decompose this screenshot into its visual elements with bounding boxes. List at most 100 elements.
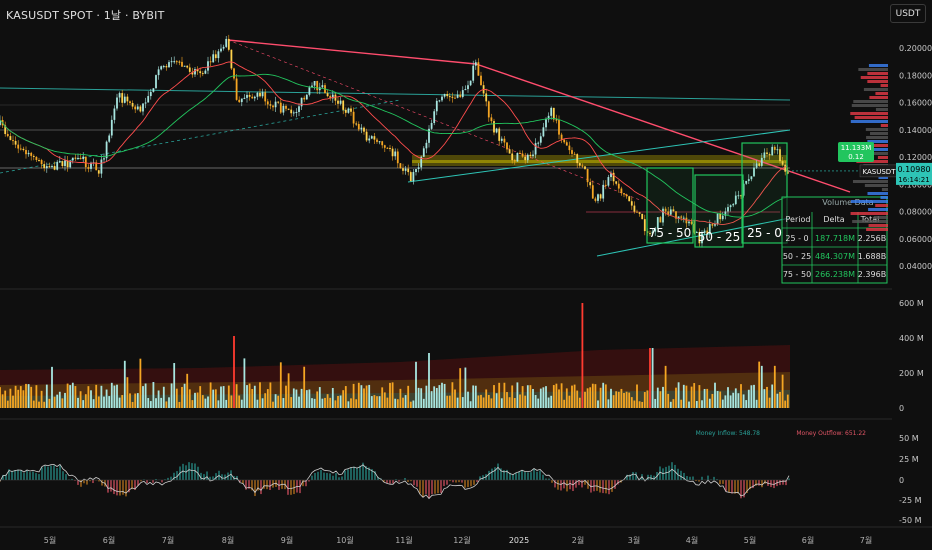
volume-bar [144,383,147,408]
volume-bar [308,389,311,408]
candle-body [355,123,358,125]
candle-body [547,115,550,120]
flow-bar [161,480,163,483]
candle-body [61,161,64,167]
candle-body [170,61,173,63]
candle-body [105,141,108,159]
volume-bar [680,399,683,408]
volume-bar [100,385,103,408]
candle-body [27,152,30,155]
candle-body [0,120,1,125]
candle-body [25,150,27,155]
flow-bar [674,464,676,480]
volume-bar [261,398,264,408]
flow-bar [431,480,433,495]
flow-bar [716,479,718,480]
volume-bar [22,390,25,408]
flow-bar [365,466,367,480]
candle-body [625,194,628,197]
volume-bar [760,365,763,408]
candle-body [308,87,311,95]
flow-bar [770,480,772,488]
volume-bar [555,383,558,408]
candle-body [181,61,183,67]
flow-bar [326,472,328,480]
money-outflow-label: Money Outflow: 651.22 [796,430,866,437]
flow-bar [746,480,748,494]
volume-bar [331,387,334,408]
flow-bar [566,480,568,492]
flow-bar [254,480,256,497]
candle-body [157,69,160,76]
candle-body [773,146,776,150]
volume-profile-bar [880,124,888,127]
volume-profile-bar [875,108,888,111]
candle-body [693,223,696,233]
volume-bar [495,393,498,408]
volume-bar [25,383,27,408]
flow-bar [446,480,448,485]
flow-bar [629,474,631,480]
volume-bar [669,401,672,408]
volume-bar [69,385,72,408]
volume-bar [51,366,53,408]
candle-body [451,96,454,98]
flow-tick-label: 50 M [899,434,919,443]
flow-bar [710,479,712,480]
candle-body [649,233,651,235]
candle-body [376,139,378,142]
volume-bar [402,397,404,408]
flow-bar [224,474,226,480]
candle-body [58,161,61,163]
volume-bar [246,385,248,408]
flow-bar [77,480,79,485]
candle-body [207,61,209,71]
candle-body [446,94,449,97]
volume-bar [12,395,14,408]
volume-bar [459,368,462,408]
flow-bar [20,470,22,480]
candle-body [339,100,342,104]
flow-bar [695,480,697,481]
volume-bar [311,398,313,408]
candle-body [727,207,729,212]
volume-profile-bar [875,204,888,207]
candle-body [456,94,459,98]
volume-profile-bar [863,88,888,91]
flow-bar [311,475,313,480]
flow-bar [329,473,331,480]
moving-average-slow [0,73,788,218]
flow-bar [266,480,268,490]
candle-body [165,66,168,68]
candle-body [500,138,503,141]
candle-body [641,213,644,220]
flow-bar [221,474,223,480]
candle-body [144,102,147,104]
currency-button[interactable]: USDT [890,4,926,23]
last-symbol-label: KASUSDT [863,168,897,176]
volume-profile-bar [866,148,888,151]
flow-bar [422,480,424,498]
volume-bar [378,396,381,408]
candle-body [724,211,727,216]
flow-bar [734,480,736,494]
volume-bar [729,395,732,408]
flow-bar [452,480,454,483]
volume-bar [563,399,566,408]
volume-bar [165,401,168,408]
volume-bar [786,394,789,408]
candle-body [100,159,103,174]
candle-body [352,111,355,124]
candle-body [415,169,417,173]
candle-body [383,145,386,148]
candle-body [126,96,129,102]
flow-bar [116,480,118,496]
volume-bar [659,391,662,408]
candle-body [282,105,285,113]
candle-body [194,69,196,75]
volume-bar [467,391,469,408]
flow-bar [302,480,304,487]
volume-bar [251,388,254,408]
candle-body [420,156,423,168]
